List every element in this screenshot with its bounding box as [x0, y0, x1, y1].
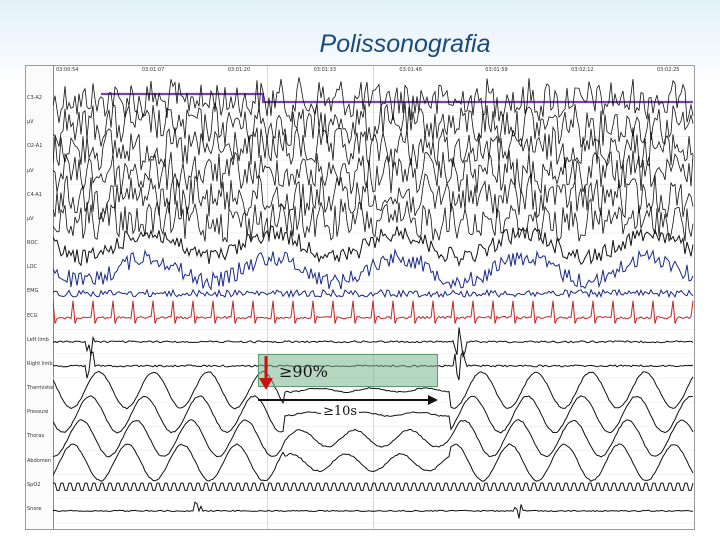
timestamp-label: 03:02:25 — [657, 67, 680, 73]
trace-area — [53, 66, 694, 529]
apnea-event-box — [258, 354, 438, 387]
channel-label: Thermistor — [27, 385, 55, 392]
channel-trace-eeg — [53, 101, 694, 149]
timestamp-label: 03:00:54 — [56, 67, 79, 73]
channel-trace-effort — [53, 443, 694, 482]
channel-label: O2-A1 — [27, 143, 43, 150]
channel-label: Pressure — [27, 409, 49, 416]
channel-label: LOC — [27, 264, 38, 271]
channel-trace-eeg — [53, 198, 694, 243]
channel-trace-eog — [53, 248, 694, 291]
channel-trace-eeg — [53, 126, 694, 172]
timestamp-label: 03:01:07 — [141, 67, 165, 73]
slide-title: Polissonografia — [319, 30, 491, 58]
channel-label: EMG — [27, 288, 39, 295]
channel-trace-limb — [53, 327, 694, 359]
channel-trace-eeg — [53, 149, 694, 195]
channel-label: μV — [27, 119, 34, 126]
channel-trace-spo2 — [53, 482, 694, 491]
reduction-label: ≥90% — [279, 362, 328, 381]
channel-label: Thorax — [27, 433, 45, 440]
timestamp-label: 03:01:46 — [399, 67, 422, 73]
sleep-stage-marker — [101, 92, 693, 104]
timestamp-label: 03:01:33 — [313, 67, 337, 73]
channel-label: Right limb — [27, 360, 53, 367]
channel-trace-effort — [53, 419, 694, 458]
channel-label: μV — [27, 167, 34, 174]
channel-label: μV — [27, 215, 34, 222]
trace-canvas — [53, 66, 694, 529]
channel-label: ECG — [27, 312, 38, 319]
channel-label: Abdomen — [27, 457, 51, 464]
channel-trace-eeg — [53, 77, 694, 123]
channel-trace-ecg — [53, 300, 694, 324]
channel-trace-eeg — [53, 173, 694, 220]
channel-label: Left limb — [27, 336, 49, 343]
channel-trace-airflow — [53, 395, 694, 434]
channel-label: Snore — [27, 505, 42, 512]
channel-trace-airflow — [53, 370, 694, 410]
timestamp-label: 03:01:20 — [227, 67, 251, 73]
channel-trace-eog — [53, 225, 694, 268]
timestamp-label: 03:02:12 — [571, 67, 594, 73]
channel-label: C3-A2 — [27, 95, 42, 102]
channel-label: ROC — [27, 240, 38, 247]
channel-label: C4-A1 — [27, 191, 42, 198]
channel-label: SpO2 — [27, 481, 41, 488]
channel-trace-snore — [53, 501, 694, 519]
timestamp-label: 03:01:59 — [485, 67, 508, 73]
channel-label-column: C3-A2 μV O2-A1 μV C4-A1 μV ROC LOC EMG ECG Left li… — [26, 66, 54, 529]
duration-label: ≥10s — [321, 404, 360, 419]
polysomnography-recording: C3-A2 μV O2-A1 μV C4-A1 μV ROC LOC EMG ECG Left li… — [25, 65, 695, 530]
channel-trace-emg — [53, 288, 694, 299]
